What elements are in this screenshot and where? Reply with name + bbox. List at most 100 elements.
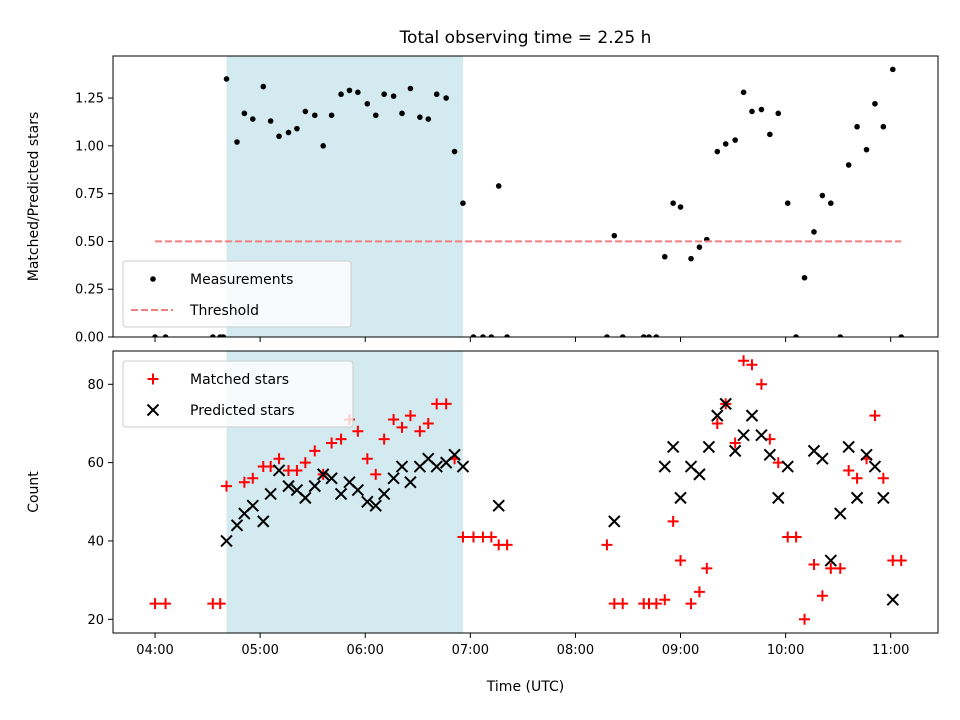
matched-point — [467, 531, 479, 543]
predicted-point — [334, 487, 348, 501]
measurement-point — [749, 108, 755, 115]
top-panel: 0.00 0.25 0.50 0.75 1.00 1.25 Total observing … — [26, 28, 939, 346]
matched-point — [352, 425, 364, 437]
series-measurements — [152, 66, 905, 337]
measurement-point — [722, 141, 729, 147]
x-tick-label: 08:00 — [557, 643, 594, 658]
matched-point — [299, 457, 311, 469]
measurement-point — [740, 89, 747, 96]
measurement-point — [653, 334, 660, 337]
matched-point — [221, 480, 233, 492]
legend-swatch-plus — [147, 373, 159, 385]
measurement-point — [775, 110, 782, 117]
measurement-point — [640, 334, 647, 337]
matched-point — [685, 598, 697, 610]
predicted-point — [608, 515, 621, 528]
series-predicted-stars — [220, 397, 900, 606]
matched-point — [440, 398, 452, 410]
measurement-point — [845, 162, 852, 168]
predicted-point — [728, 444, 742, 458]
predicted-point — [702, 440, 716, 454]
predicted-point — [658, 460, 671, 473]
measurement-point — [241, 110, 248, 117]
y-tick-label: 40 — [87, 534, 104, 549]
measurement-point — [828, 200, 834, 206]
measurement-point — [311, 112, 318, 119]
predicted-point — [824, 554, 838, 567]
measurement-point — [758, 106, 765, 113]
matched-point — [869, 410, 881, 422]
matched-point — [729, 437, 741, 449]
predicted-point — [781, 460, 794, 473]
predicted-point — [299, 491, 312, 505]
matched-point — [808, 558, 820, 570]
predicted-point — [693, 468, 706, 481]
y-tick-label: 80 — [87, 378, 104, 393]
predicted-point — [842, 440, 855, 454]
bottom-panel: 04:00 05:00 06:00 07:00 08:00 09:00 10:00 11:00… — [26, 350, 939, 695]
measurement-point — [460, 200, 466, 206]
measurement-point — [670, 200, 676, 206]
legend-box — [122, 260, 352, 328]
matched-point — [214, 598, 226, 610]
matched-point — [601, 539, 613, 551]
predicted-point — [666, 440, 680, 454]
matched-point — [291, 464, 303, 476]
measurement-point — [399, 110, 405, 117]
matched-point — [273, 453, 285, 465]
measurement-point — [811, 229, 817, 235]
matched-point — [388, 414, 400, 426]
predicted-point — [220, 534, 233, 548]
y-tick-label: 60 — [87, 456, 104, 471]
measurement-point — [793, 334, 799, 337]
matched-point — [309, 445, 321, 457]
predicted-point — [745, 409, 759, 422]
measurement-point — [320, 143, 326, 149]
measurement-point — [767, 131, 773, 138]
measurement-point — [433, 91, 440, 98]
predicted-point — [755, 429, 768, 442]
x-tick-label: 10:00 — [767, 643, 804, 658]
measurement-point — [346, 87, 353, 94]
measurement-point — [260, 83, 267, 90]
predicted-point — [674, 491, 687, 505]
legend: Matched stars Predicted stars — [122, 360, 354, 428]
measurement-point — [611, 232, 618, 239]
predicted-point — [763, 448, 777, 461]
measurement-point — [162, 334, 169, 337]
measurement-point — [338, 91, 344, 98]
matched-point — [396, 421, 408, 433]
matched-point — [711, 417, 723, 429]
matched-point — [738, 355, 750, 367]
matched-point — [335, 433, 347, 445]
measurement-point — [604, 334, 610, 337]
matched-point — [790, 531, 802, 543]
predicted-point — [711, 409, 724, 422]
legend-box — [122, 360, 354, 428]
predicted-point — [395, 460, 409, 473]
predicted-point — [264, 487, 277, 501]
y-tick-label: 0.50 — [75, 235, 104, 250]
matched-point — [422, 417, 434, 429]
measurement-point — [890, 66, 896, 73]
measurement-point — [480, 334, 486, 337]
matched-point — [851, 472, 863, 484]
predicted-point — [351, 483, 365, 497]
measurement-point — [451, 148, 458, 155]
predicted-point — [868, 460, 882, 473]
legend-label: Predicted stars — [190, 403, 295, 419]
matched-point — [361, 453, 373, 465]
matched-point — [247, 472, 259, 484]
measurement-point — [646, 334, 652, 337]
matched-point — [431, 398, 443, 410]
matched-point — [825, 562, 837, 574]
matched-point — [667, 515, 679, 527]
matched-point — [834, 562, 846, 574]
measurement-point — [443, 95, 449, 101]
y-axis-label: Count — [26, 471, 42, 513]
matched-point — [799, 613, 811, 625]
y-tick-label: 0.00 — [75, 331, 104, 346]
measurement-point — [880, 123, 887, 130]
predicted-point — [272, 464, 286, 477]
